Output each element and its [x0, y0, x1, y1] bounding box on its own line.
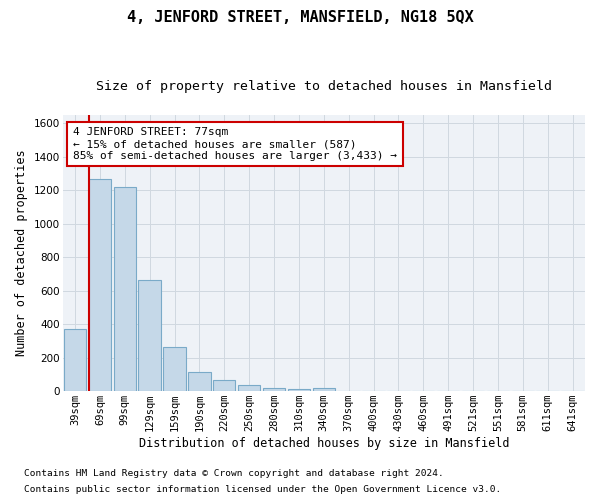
- Bar: [64, 329, 86, 391]
- Bar: [213, 380, 235, 391]
- Bar: [163, 347, 186, 391]
- Bar: [89, 180, 111, 391]
- X-axis label: Distribution of detached houses by size in Mansfield: Distribution of detached houses by size …: [139, 437, 509, 450]
- Bar: [263, 388, 285, 391]
- Text: Contains public sector information licensed under the Open Government Licence v3: Contains public sector information licen…: [24, 485, 501, 494]
- Bar: [313, 388, 335, 391]
- Text: 4 JENFORD STREET: 77sqm
← 15% of detached houses are smaller (587)
85% of semi-d: 4 JENFORD STREET: 77sqm ← 15% of detache…: [73, 128, 397, 160]
- Y-axis label: Number of detached properties: Number of detached properties: [15, 150, 28, 356]
- Text: 4, JENFORD STREET, MANSFIELD, NG18 5QX: 4, JENFORD STREET, MANSFIELD, NG18 5QX: [127, 10, 473, 25]
- Text: Contains HM Land Registry data © Crown copyright and database right 2024.: Contains HM Land Registry data © Crown c…: [24, 468, 444, 477]
- Title: Size of property relative to detached houses in Mansfield: Size of property relative to detached ho…: [96, 80, 552, 93]
- Bar: [238, 386, 260, 391]
- Bar: [188, 372, 211, 391]
- Bar: [288, 388, 310, 391]
- Bar: [113, 187, 136, 391]
- Bar: [139, 280, 161, 391]
